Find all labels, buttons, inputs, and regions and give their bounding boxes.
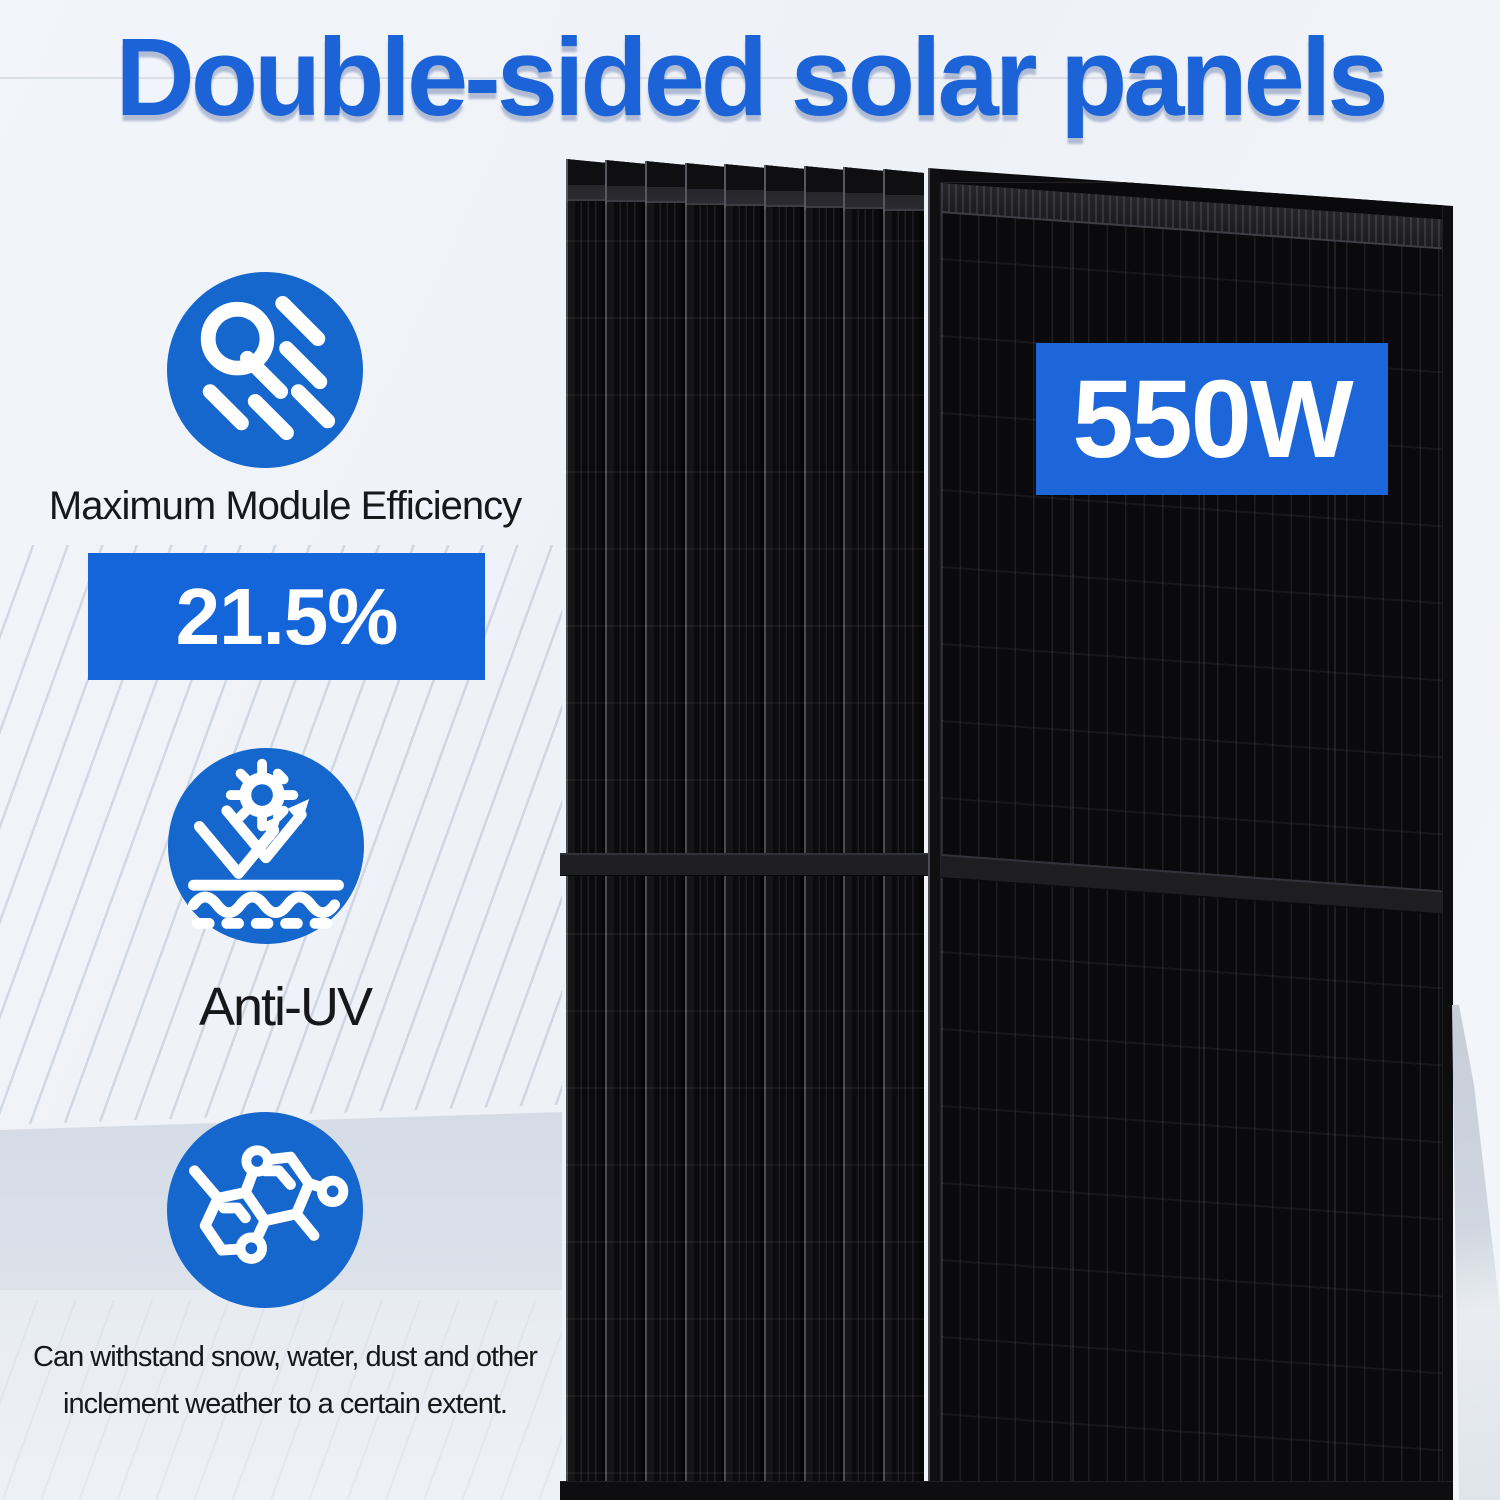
sun-motion-efficiency-icon — [167, 272, 363, 468]
efficiency-value: 21.5% — [175, 571, 399, 661]
stacked-panel-edge — [566, 159, 607, 1500]
anti-uv-icon — [168, 748, 364, 944]
diagonal-hatch-texture-lower — [0, 1300, 562, 1500]
stacked-panel-edge — [843, 167, 884, 1500]
stacked-panel-edge — [685, 163, 726, 1500]
anti-uv-label: Anti-UV — [198, 977, 373, 1037]
stacked-panel-edge — [605, 160, 646, 1500]
front-panel-top-reflection — [941, 183, 1442, 250]
panel-junction-strip — [560, 853, 928, 876]
background-divider-line — [0, 77, 1145, 79]
front-panel-junction-strip — [941, 854, 1442, 915]
molecule-icon — [167, 1112, 363, 1308]
panel-side-edge — [1452, 1005, 1500, 1500]
stacked-panel-edge — [724, 164, 765, 1500]
lower-background-area — [0, 1290, 562, 1500]
stacked-panel-edge — [764, 165, 805, 1500]
stacked-panel-edge — [883, 169, 924, 1500]
weather-caption-line-2: inclement weather to a certain extent. — [63, 1388, 508, 1420]
weather-caption: Can withstand snow, water, dust and othe… — [10, 1334, 560, 1428]
stacked-panel-edge — [645, 161, 686, 1500]
power-badge-label: 550W — [1072, 357, 1353, 481]
page-title: Double-sided solar panels — [115, 16, 1388, 139]
weather-caption-line-1: Can withstand snow, water, dust and othe… — [33, 1341, 538, 1373]
power-badge: 550W — [1036, 343, 1388, 495]
efficiency-value-badge: 21.5% — [88, 553, 485, 680]
efficiency-label: Maximum Module Efficiency — [48, 484, 522, 528]
panel-bottom-frame — [560, 1481, 1453, 1500]
stacked-panel-edge — [804, 166, 845, 1500]
